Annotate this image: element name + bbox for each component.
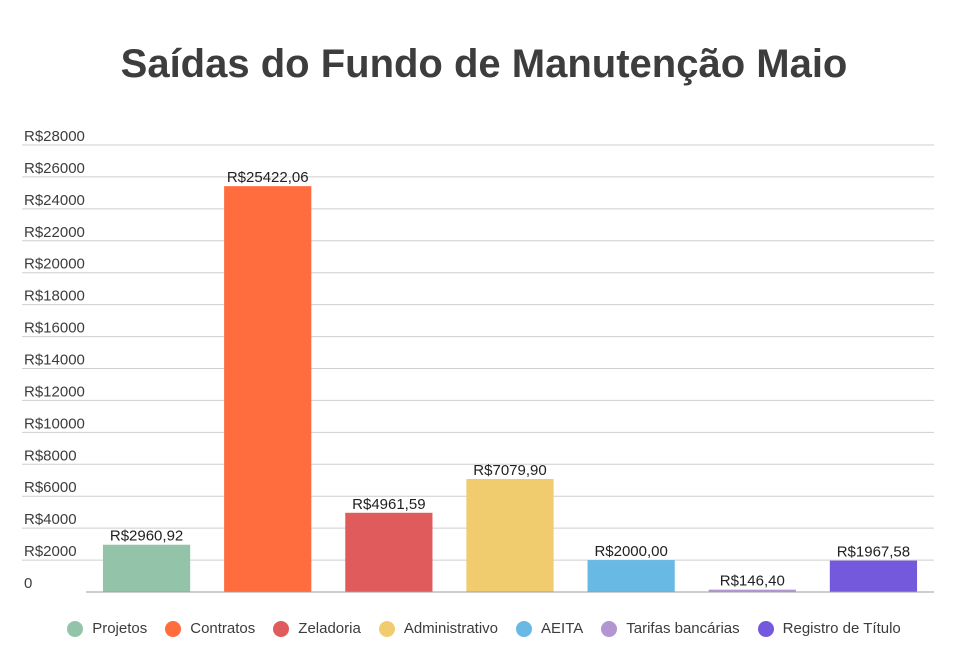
bar-data-label: R$2000,00 — [594, 543, 667, 560]
bar — [829, 560, 918, 592]
legend: Projetos Contratos Zeladoria Administrativo… — [0, 620, 968, 637]
y-tick-label: R$12000 — [24, 383, 85, 400]
y-tick-label: R$2000 — [24, 543, 77, 560]
legend-label: Registro de Título — [782, 620, 901, 637]
chart-title: Saídas do Fundo de Manutenção Maio — [120, 42, 848, 86]
legend-label: Administrativo — [403, 620, 499, 637]
y-tick-label: R$18000 — [24, 288, 85, 305]
legend-swatch — [67, 620, 84, 637]
legend-swatch — [273, 620, 290, 637]
bar — [708, 589, 796, 592]
bar-data-label: R$146,40 — [720, 573, 785, 590]
y-tick-label: R$20000 — [24, 256, 85, 273]
legend-item: AEITA — [516, 620, 583, 637]
bar — [345, 512, 433, 592]
y-tick-label: R$4000 — [24, 511, 77, 528]
bar-data-label: R$2960,92 — [110, 528, 183, 545]
bar — [102, 544, 191, 592]
legend-item: Tarifas bancárias — [601, 620, 740, 637]
legend-swatch — [516, 620, 533, 637]
y-tick-label: R$24000 — [24, 192, 85, 209]
data-labels: R$2960,92 R$25422,06 R$4961,59 R$7079,90 R$2… — [110, 169, 910, 590]
legend-label: AEITA — [541, 620, 584, 637]
legend-label: Contratos — [190, 620, 256, 637]
legend-item: Projetos — [67, 620, 147, 637]
legend-label: Zeladoria — [298, 620, 361, 637]
legend-swatch — [165, 620, 182, 637]
legend-label: Tarifas bancárias — [626, 620, 740, 637]
bar-data-label: R$4961,59 — [352, 496, 425, 513]
y-tick-label: R$16000 — [24, 320, 85, 337]
legend-item: Zeladoria — [273, 620, 361, 637]
legend-item: Contratos — [165, 620, 255, 637]
y-tick-label: R$28000 — [24, 128, 85, 145]
legend-swatch — [601, 620, 618, 637]
y-tick-label: R$10000 — [24, 415, 85, 432]
bar-data-label: R$7079,90 — [473, 462, 546, 479]
bar — [224, 186, 312, 592]
y-tick-label: R$14000 — [24, 352, 85, 369]
legend-label: Projetos — [92, 620, 148, 637]
bar-data-label: R$1967,58 — [837, 544, 910, 561]
y-tick-label: 0 — [24, 575, 32, 592]
bar — [466, 478, 554, 592]
legend-item: Administrativo — [378, 620, 499, 637]
bar-data-label: R$25422,06 — [227, 169, 309, 186]
bars — [102, 186, 918, 592]
y-tick-label: R$6000 — [24, 479, 77, 496]
y-tick-label: R$22000 — [24, 224, 85, 241]
legend-swatch — [757, 620, 774, 637]
y-tick-label: R$8000 — [24, 447, 77, 464]
legend-swatch — [378, 620, 395, 637]
legend-item: Registro de Título — [757, 620, 901, 637]
bar — [587, 560, 675, 592]
y-tick-label: R$26000 — [24, 160, 85, 177]
y-axis-ticks: 0 R$2000 R$4000 R$6000 R$8000 R$10000 R$12000 R… — [24, 128, 85, 592]
